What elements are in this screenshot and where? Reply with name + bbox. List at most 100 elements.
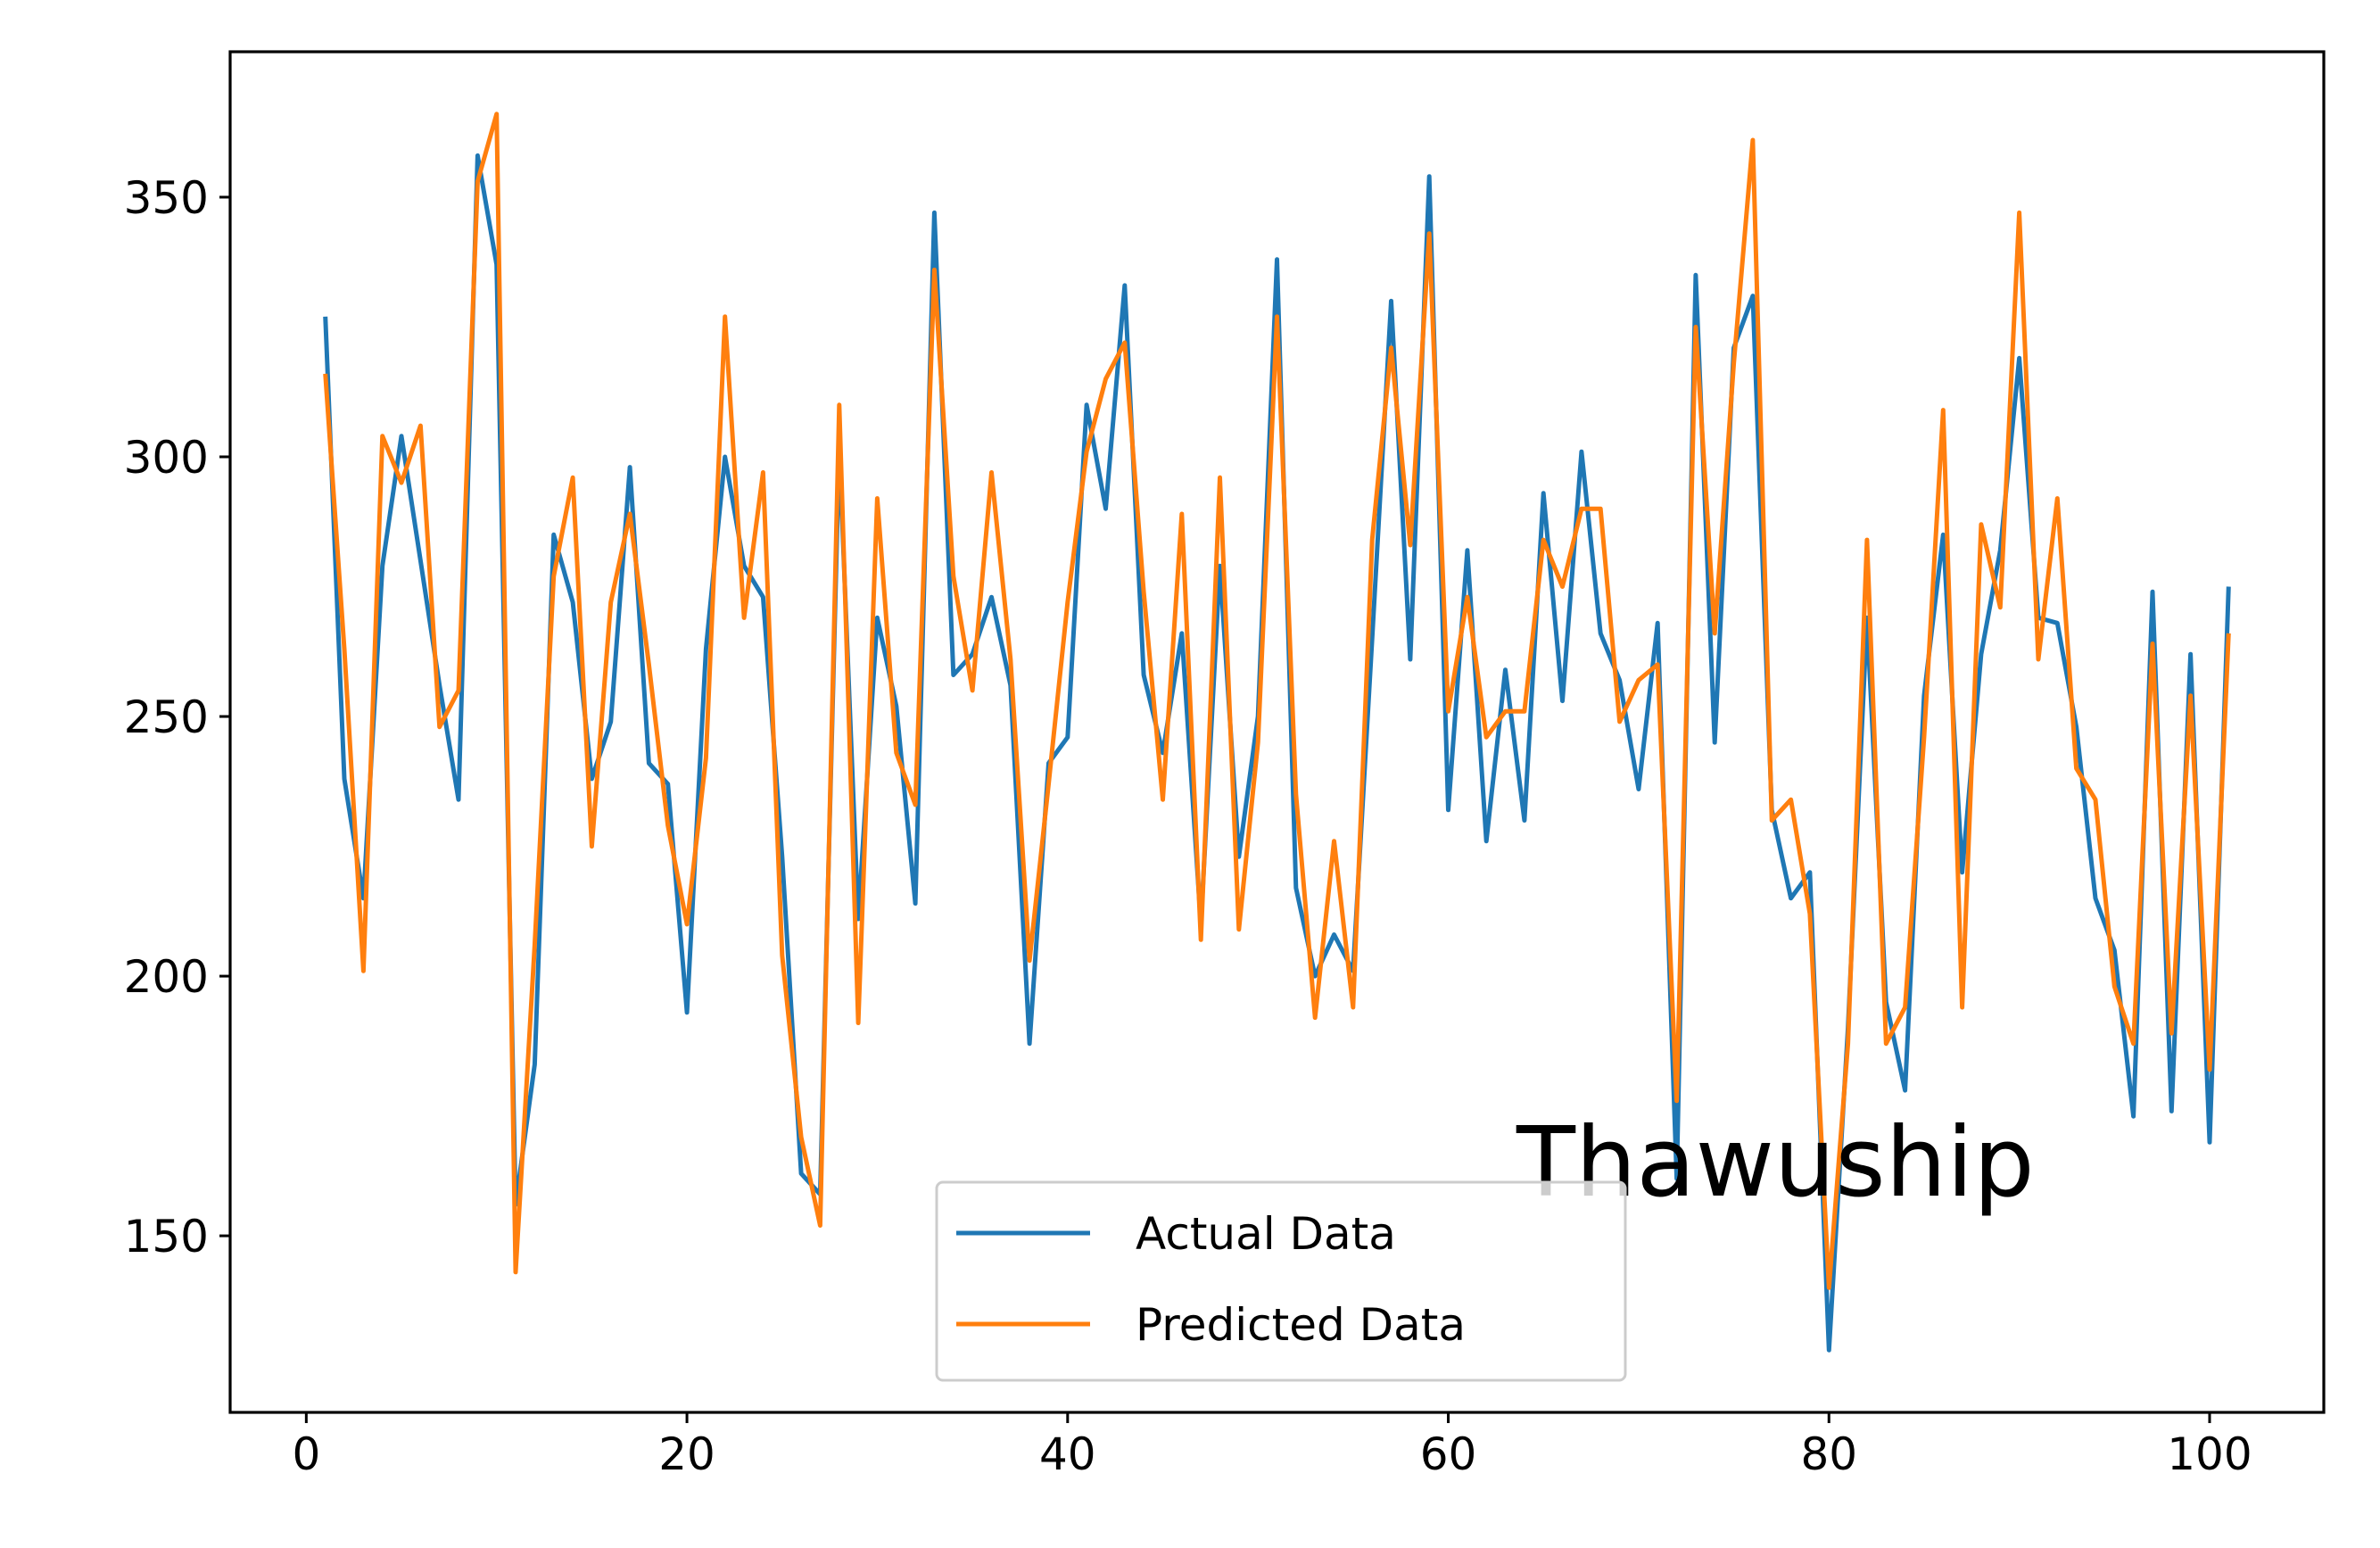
data-point-actual-data — [723, 455, 727, 459]
data-point-predicted-data — [1199, 938, 1202, 941]
data-point-predicted-data — [1142, 590, 1145, 593]
data-point-predicted-data — [1541, 538, 1545, 542]
data-point-predicted-data — [2227, 632, 2230, 635]
data-point-predicted-data — [2037, 658, 2040, 661]
data-point-predicted-data — [2132, 1042, 2136, 1046]
data-point-actual-data — [1961, 871, 1964, 874]
data-point-actual-data — [1979, 652, 1983, 656]
x-tick-label: 40 — [1039, 1428, 1096, 1480]
data-point-predicted-data — [875, 497, 879, 501]
data-point-actual-data — [1427, 175, 1431, 178]
data-point-actual-data — [1066, 735, 1070, 739]
y-tick-label: 300 — [124, 432, 209, 484]
data-point-predicted-data — [1713, 632, 1716, 635]
data-point-actual-data — [1637, 788, 1640, 791]
legend: Actual Data Predicted Data — [935, 1180, 1627, 1382]
data-point-actual-data — [1504, 668, 1508, 672]
data-point-actual-data — [1599, 632, 1602, 635]
x-tick-label: 100 — [2167, 1428, 2252, 1480]
data-point-predicted-data — [1599, 507, 1602, 510]
data-point-predicted-data — [1941, 409, 1945, 412]
data-point-predicted-data — [2169, 1031, 2173, 1035]
x-tick-label: 60 — [1420, 1428, 1477, 1480]
data-point-predicted-data — [1484, 735, 1488, 739]
data-point-actual-data — [475, 153, 479, 157]
data-point-actual-data — [1447, 808, 1450, 812]
data-point-predicted-data — [2075, 766, 2078, 770]
data-point-predicted-data — [1219, 476, 1222, 479]
data-point-predicted-data — [552, 575, 556, 578]
data-point-predicted-data — [1675, 1099, 1679, 1103]
data-point-predicted-data — [781, 954, 784, 957]
data-point-actual-data — [324, 315, 327, 319]
data-point-actual-data — [1618, 678, 1622, 682]
data-point-actual-data — [1713, 741, 1716, 744]
data-point-actual-data — [875, 616, 879, 619]
data-point-predicted-data — [1561, 585, 1565, 589]
data-point-actual-data — [1751, 294, 1755, 298]
data-point-predicted-data — [400, 481, 403, 484]
data-point-actual-data — [1808, 871, 1812, 874]
data-point-predicted-data — [1732, 361, 1736, 365]
data-point-predicted-data — [1009, 658, 1012, 661]
data-point-predicted-data — [685, 923, 689, 926]
series-layer — [323, 112, 2231, 1353]
data-point-actual-data — [1333, 933, 1336, 937]
data-point-actual-data — [2018, 356, 2021, 360]
data-point-predicted-data — [1523, 709, 1526, 713]
data-point-predicted-data — [952, 575, 955, 578]
data-point-predicted-data — [1789, 798, 1793, 801]
data-point-predicted-data — [1847, 1042, 1850, 1046]
data-point-actual-data — [1390, 299, 1393, 302]
legend-box — [935, 1180, 1627, 1382]
data-point-actual-data — [1028, 1042, 1031, 1046]
data-point-actual-data — [2151, 590, 2154, 593]
data-point-predicted-data — [1104, 377, 1108, 381]
data-point-predicted-data — [1618, 720, 1622, 724]
data-point-actual-data — [2055, 621, 2059, 625]
data-point-predicted-data — [1580, 507, 1583, 510]
data-point-actual-data — [1561, 699, 1565, 703]
data-point-predicted-data — [1961, 1006, 1964, 1009]
data-point-actual-data — [2169, 1109, 2173, 1113]
data-point-predicted-data — [1884, 1042, 1888, 1046]
data-point-predicted-data — [1047, 782, 1051, 786]
data-point-predicted-data — [1351, 1006, 1355, 1009]
data-point-predicted-data — [1447, 709, 1450, 713]
series-predicted-data — [323, 112, 2231, 1290]
data-point-predicted-data — [571, 476, 574, 479]
data-point-actual-data — [1294, 886, 1298, 890]
data-point-predicted-data — [1427, 232, 1431, 236]
series-line-actual-data — [323, 153, 2231, 1353]
data-point-predicted-data — [1028, 959, 1031, 963]
data-point-predicted-data — [2151, 642, 2154, 646]
data-point-predicted-data — [1294, 792, 1298, 796]
plot-frame — [228, 50, 2326, 1414]
data-point-actual-data — [571, 600, 574, 604]
data-point-actual-data — [1827, 1348, 1830, 1352]
data-point-actual-data — [1541, 492, 1545, 495]
y-tick-label: 250 — [124, 691, 209, 743]
data-point-actual-data — [418, 559, 422, 562]
data-point-actual-data — [704, 647, 707, 650]
data-point-actual-data — [381, 564, 384, 567]
data-point-predicted-data — [457, 689, 460, 692]
data-point-predicted-data — [609, 600, 613, 604]
data-point-predicted-data — [2055, 497, 2059, 501]
x-axis: 0 20 40 60 80 100 — [292, 1412, 2252, 1480]
data-point-actual-data — [647, 761, 650, 765]
data-point-actual-data — [990, 595, 994, 599]
series-line-predicted-data — [323, 112, 2231, 1290]
data-point-predicted-data — [1313, 1016, 1317, 1020]
data-point-predicted-data — [932, 269, 936, 272]
series-actual-data — [323, 153, 2231, 1353]
data-point-predicted-data — [343, 647, 346, 650]
data-point-predicted-data — [2189, 694, 2193, 698]
data-point-predicted-data — [1656, 663, 1659, 666]
data-point-predicted-data — [628, 512, 632, 516]
data-point-actual-data — [1104, 507, 1108, 510]
data-point-actual-data — [533, 1063, 536, 1066]
data-point-actual-data — [666, 782, 670, 786]
data-point-actual-data — [1941, 533, 1945, 536]
